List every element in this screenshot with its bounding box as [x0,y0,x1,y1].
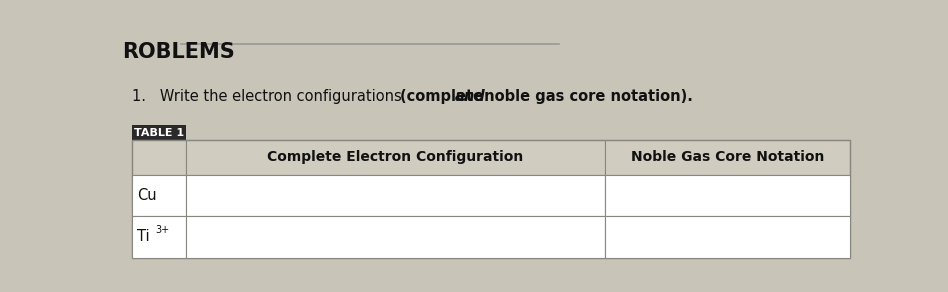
Text: 1.   Write the electron configurations: 1. Write the electron configurations [132,89,406,104]
Bar [606,216,849,258]
Text: Cu: Cu [137,188,157,203]
Text: ROBLEMS: ROBLEMS [122,42,235,62]
Bar [132,140,849,258]
Bar [606,175,849,216]
Text: 3+: 3+ [155,225,170,235]
Text: and: and [455,89,485,104]
Bar [606,140,849,175]
Bar [186,216,606,258]
Bar [186,140,606,175]
Bar [132,175,186,216]
Text: Complete Electron Configuration: Complete Electron Configuration [267,150,523,164]
Text: Ti: Ti [137,230,150,244]
Bar [132,125,186,140]
Text: (complete: (complete [400,89,488,104]
Text: TABLE 1: TABLE 1 [134,128,184,138]
Bar [132,216,186,258]
Bar [186,175,606,216]
Text: noble gas core notation).: noble gas core notation). [479,89,692,104]
Text: Noble Gas Core Notation: Noble Gas Core Notation [630,150,824,164]
Bar [132,140,186,175]
